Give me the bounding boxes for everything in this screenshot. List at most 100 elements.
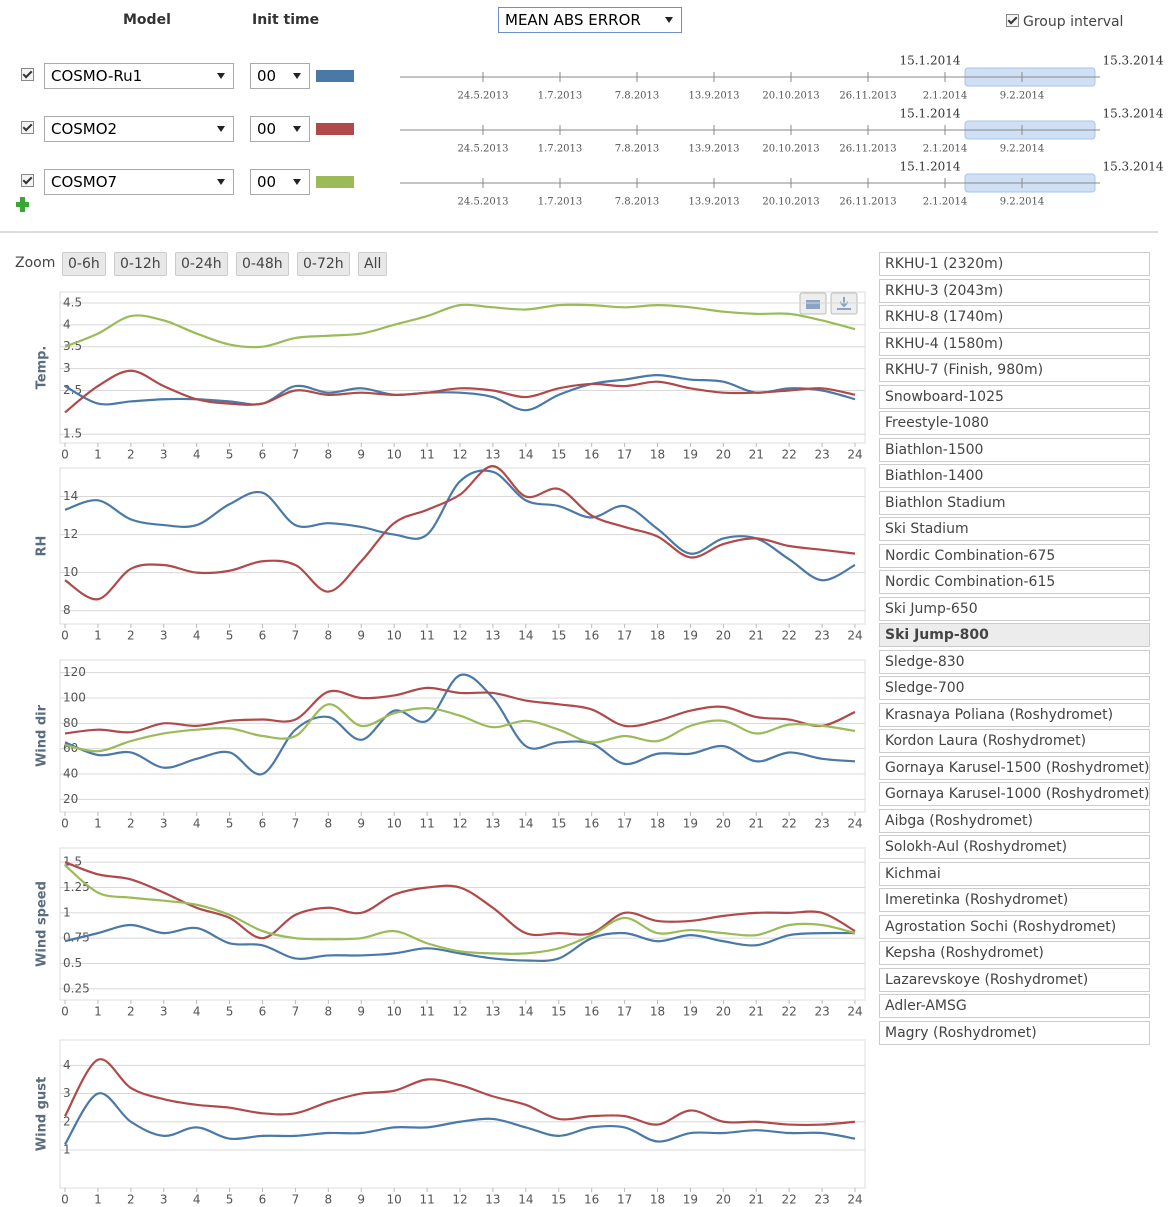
- y-axis-title: Wind speed: [35, 881, 50, 967]
- model-color[interactable]: [316, 123, 354, 135]
- model-color[interactable]: [316, 176, 354, 188]
- series-line: [64, 369, 856, 414]
- init-select[interactable]: 00: [250, 169, 310, 195]
- x-tick-label: 13: [485, 1005, 500, 1019]
- zoom-button[interactable]: 0-72h: [297, 252, 350, 276]
- station-item[interactable]: Sledge-700: [879, 676, 1150, 700]
- x-tick-label: 2: [127, 1005, 135, 1019]
- group-label: Group interval: [1023, 14, 1124, 30]
- x-tick-label: 0: [61, 629, 69, 643]
- x-tick-label: 24: [847, 817, 862, 831]
- model-checkbox[interactable]: [21, 174, 34, 187]
- station-item[interactable]: Biathlon Stadium: [879, 490, 1150, 515]
- x-tick-label: 4: [193, 448, 201, 462]
- export-icons[interactable]: [799, 292, 858, 315]
- model-color[interactable]: [316, 70, 354, 82]
- y-tick-label: 8: [63, 603, 71, 617]
- plot-area: [59, 1039, 866, 1189]
- zoom-button[interactable]: All: [358, 252, 388, 276]
- station-item[interactable]: RKHU-7 (Finish, 980m): [879, 358, 1150, 382]
- x-tick-label: 10: [387, 1193, 402, 1207]
- x-tick-label: 1: [94, 1005, 102, 1019]
- x-tick-label: 12: [452, 629, 467, 643]
- metric-select[interactable]: MEAN ABS ERROR: [498, 7, 682, 33]
- x-tick-label: 19: [683, 1193, 698, 1207]
- station-item[interactable]: Aibga (Roshydromet): [879, 808, 1150, 833]
- x-tick-label: 7: [292, 817, 300, 831]
- series-line: [64, 469, 856, 582]
- x-tick-label: 17: [617, 448, 632, 462]
- init-select[interactable]: 00: [250, 116, 310, 142]
- y-tick-label: 4: [63, 1058, 71, 1072]
- x-tick-label: 1: [94, 817, 102, 831]
- station-item[interactable]: Imeretinka (Roshydromet): [879, 888, 1150, 912]
- station-item[interactable]: Ski Stadium: [879, 517, 1150, 541]
- timeline-tick-label: 9.2.2014: [1000, 91, 1045, 102]
- x-tick-label: 5: [226, 1193, 234, 1207]
- y-tick-label: 4: [63, 317, 71, 331]
- x-tick-label: 21: [749, 1005, 764, 1019]
- station-item[interactable]: Sledge-830: [879, 649, 1150, 674]
- x-tick-label: 7: [292, 448, 300, 462]
- x-tick-label: 8: [325, 448, 333, 462]
- station-item[interactable]: Agrostation Sochi (Roshydromet): [879, 914, 1150, 939]
- station-item[interactable]: Ski Jump-650: [879, 596, 1150, 621]
- station-item[interactable]: Biathlon-1400: [879, 464, 1150, 488]
- zoom-button[interactable]: 0-48h: [236, 252, 289, 276]
- x-tick-label: 9: [357, 1193, 365, 1207]
- station-item[interactable]: Magry (Roshydromet): [879, 1020, 1150, 1045]
- model-select[interactable]: COSMO-Ru1: [44, 63, 234, 89]
- station-item[interactable]: RKHU-1 (2320m): [879, 252, 1150, 276]
- init-select[interactable]: 00: [250, 63, 310, 89]
- zoom-label: Zoom: [15, 255, 56, 271]
- station-item[interactable]: Gornaya Karusel-1000 (Roshydromet): [879, 782, 1150, 806]
- station-item[interactable]: Lazarevskoye (Roshydromet): [879, 967, 1150, 992]
- x-tick-label: 3: [160, 817, 168, 831]
- station-item[interactable]: Kepsha (Roshydromet): [879, 941, 1150, 965]
- x-tick-label: 22: [782, 448, 797, 462]
- station-item[interactable]: Biathlon-1500: [879, 437, 1150, 462]
- station-item[interactable]: RKHU-8 (1740m): [879, 305, 1150, 329]
- x-tick-label: 18: [650, 448, 665, 462]
- x-tick-label: 15: [551, 448, 566, 462]
- x-tick-label: 12: [452, 448, 467, 462]
- station-item[interactable]: Adler-AMSG: [879, 994, 1150, 1018]
- x-tick-label: 0: [61, 448, 69, 462]
- y-axis-title: Wind gust: [35, 1077, 50, 1151]
- model-select[interactable]: COSMO2: [44, 116, 234, 142]
- timeline-start: 15.1.2014: [899, 160, 960, 174]
- zoom-button[interactable]: 0-24h: [175, 252, 228, 276]
- y-axis-title: Wind dir: [35, 704, 50, 767]
- station-item[interactable]: Freestyle-1080: [879, 411, 1150, 435]
- y-tick-label: 20: [63, 792, 78, 806]
- y-tick-label: 80: [63, 716, 78, 730]
- y-axis-title: Temp.: [35, 346, 50, 390]
- zoom-button[interactable]: 0-12h: [114, 252, 167, 276]
- zoom-button[interactable]: 0-6h: [62, 252, 106, 276]
- station-item[interactable]: Kichmai: [879, 861, 1150, 886]
- model-checkbox[interactable]: [21, 121, 34, 134]
- x-tick-label: 23: [814, 1005, 829, 1019]
- x-tick-label: 16: [584, 629, 599, 643]
- station-item[interactable]: RKHU-4 (1580m): [879, 331, 1150, 356]
- station-item[interactable]: Snowboard-1025: [879, 384, 1150, 409]
- timeline-tick-label: 26.11.2013: [839, 197, 896, 208]
- station-item[interactable]: Kordon Laura (Roshydromet): [879, 729, 1150, 753]
- station-item[interactable]: Krasnaya Poliana (Roshydromet): [879, 702, 1150, 727]
- station-item[interactable]: Gornaya Karusel-1500 (Roshydromet): [879, 755, 1150, 780]
- model-select[interactable]: COSMO7: [44, 169, 234, 195]
- station-item[interactable]: Solokh-Aul (Roshydromet): [879, 835, 1150, 859]
- x-tick-label: 20: [716, 1193, 731, 1207]
- station-item[interactable]: Nordic Combination-615: [879, 570, 1150, 594]
- group-checkbox[interactable]: [1006, 14, 1019, 27]
- series-line: [64, 1058, 856, 1127]
- x-tick-label: 19: [683, 448, 698, 462]
- model-checkbox[interactable]: [21, 68, 34, 81]
- station-item[interactable]: Nordic Combination-675: [879, 543, 1150, 568]
- x-tick-label: 6: [259, 629, 267, 643]
- station-item[interactable]: Ski Jump-800: [879, 623, 1150, 647]
- station-item[interactable]: RKHU-3 (2043m): [879, 278, 1150, 303]
- add-model[interactable]: [16, 197, 29, 212]
- y-tick-label: 0.5: [63, 956, 82, 970]
